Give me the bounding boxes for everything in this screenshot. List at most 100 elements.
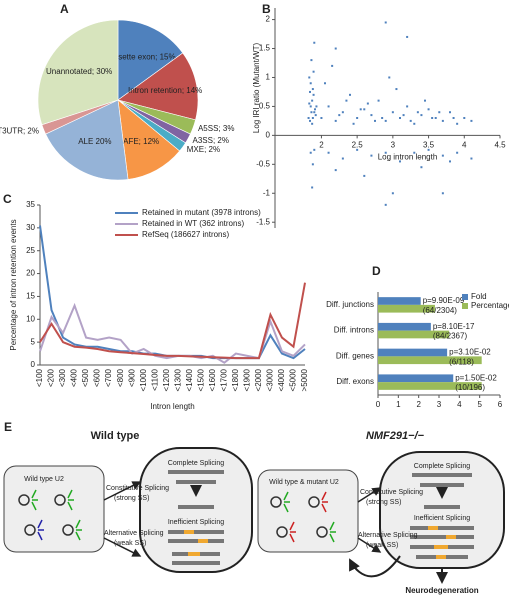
point <box>409 119 412 122</box>
arrow <box>103 537 142 557</box>
x-tick-label: <500 <box>81 368 90 387</box>
pie-slice <box>117 99 181 180</box>
x-tick-label: <200 <box>47 368 56 387</box>
x-tick-label: <100 <box>35 368 44 387</box>
x-tick-label: <1900 <box>243 368 252 391</box>
complete-label: Complete Splicing <box>168 460 225 467</box>
count-label: (10/196) <box>455 383 485 392</box>
point <box>384 203 387 206</box>
y-tick-label: 10 <box>26 314 35 323</box>
point <box>424 99 426 102</box>
point <box>309 151 312 154</box>
slice-label: Unannotated; 30% <box>46 67 112 76</box>
x-tick-label: <4000 <box>277 368 286 391</box>
point <box>310 59 313 62</box>
point <box>341 111 344 114</box>
x-tick-label: 4 <box>457 400 462 409</box>
x-tick-label: <300 <box>58 368 67 387</box>
point <box>441 192 444 195</box>
point <box>341 157 344 160</box>
point <box>384 119 387 122</box>
x-tick-label: <1500 <box>196 368 205 391</box>
y-tick-label: 2 <box>266 15 271 24</box>
point <box>331 64 334 67</box>
point <box>438 111 441 114</box>
point <box>311 163 314 166</box>
x-tick-label: 6 <box>498 400 503 409</box>
point <box>470 119 473 122</box>
point <box>309 119 311 122</box>
point <box>307 117 310 119</box>
y-tick-label: Diff. introns <box>334 326 374 335</box>
x-tick-label: <1200 <box>162 368 171 391</box>
point <box>324 82 326 85</box>
point <box>384 21 387 24</box>
point <box>416 111 419 114</box>
point <box>427 108 430 111</box>
x-axis-label: Log intron length <box>378 152 438 161</box>
bar <box>378 322 431 331</box>
y-tick-label: 35 <box>26 200 35 209</box>
legend-label: RefSeq (186627 introns) <box>142 230 230 239</box>
x-tick-label: <1400 <box>185 368 194 391</box>
legend-label: Retained in mutant (3978 introns) <box>142 208 261 217</box>
point <box>310 111 313 114</box>
point <box>456 151 459 154</box>
point <box>399 160 401 163</box>
y-tick-label: 1.5 <box>259 44 271 53</box>
point <box>311 117 314 119</box>
point <box>452 117 455 119</box>
y-tick-label: -0.5 <box>256 159 270 168</box>
outcome-label: Neurodegeneration <box>405 586 478 595</box>
point <box>312 70 315 73</box>
legend-swatch <box>462 294 468 300</box>
x-tick-label: <600 <box>93 368 102 387</box>
x-tick-label: 4 <box>462 140 467 149</box>
panel-label: C <box>3 192 12 206</box>
y-tick-label: 1 <box>266 73 271 82</box>
point <box>352 122 355 125</box>
count-label: (6/118) <box>449 357 474 366</box>
point <box>366 102 369 105</box>
y-tick-label: Diff. genes <box>336 351 374 360</box>
point <box>309 90 311 93</box>
slice-label: ALE 20% <box>78 137 111 146</box>
point <box>309 105 312 108</box>
slice-label: Intron retention; 14% <box>128 86 202 95</box>
point <box>363 108 366 111</box>
x-tick-label: <1000 <box>139 368 148 391</box>
pie-slice <box>37 19 119 126</box>
point <box>391 192 394 195</box>
arrow <box>357 487 382 503</box>
x-tick-label: <5000 <box>289 368 298 391</box>
point <box>312 93 315 96</box>
x-tick-label: <1300 <box>173 368 182 391</box>
weak-label: (weak SS) <box>114 540 146 547</box>
strong-label: (strong SS) <box>114 495 149 502</box>
alternative-label: Alternative Splicing <box>358 532 418 539</box>
x-tick-label: <3000 <box>266 368 275 391</box>
legend-label: Fold <box>471 292 487 301</box>
point <box>384 151 387 154</box>
point <box>420 166 423 169</box>
point <box>308 102 311 105</box>
p-value: p=3.10E-02 <box>449 348 491 357</box>
point <box>388 76 391 79</box>
bar <box>378 297 421 305</box>
x-tick-label: 0 <box>376 400 381 409</box>
legend-swatch <box>462 303 468 309</box>
bar <box>378 356 482 365</box>
y-tick-label: 0 <box>31 360 36 369</box>
p-value: p=9.90E-09 <box>423 296 465 305</box>
y-axis-label: Log IRI ratio (Mutant/WT) <box>252 43 261 134</box>
point <box>381 117 384 119</box>
y-tick-label: Diff. exons <box>336 377 374 386</box>
y-axis-label: Percentage of intron retention events <box>9 219 18 350</box>
point <box>308 76 311 79</box>
slice-label: MXE; 2% <box>187 145 220 154</box>
u2-label: Wild type & mutant U2 <box>269 479 339 486</box>
count-label: (84/2367) <box>433 332 468 341</box>
bar <box>378 374 454 383</box>
arrow <box>357 537 382 553</box>
point <box>470 157 473 160</box>
